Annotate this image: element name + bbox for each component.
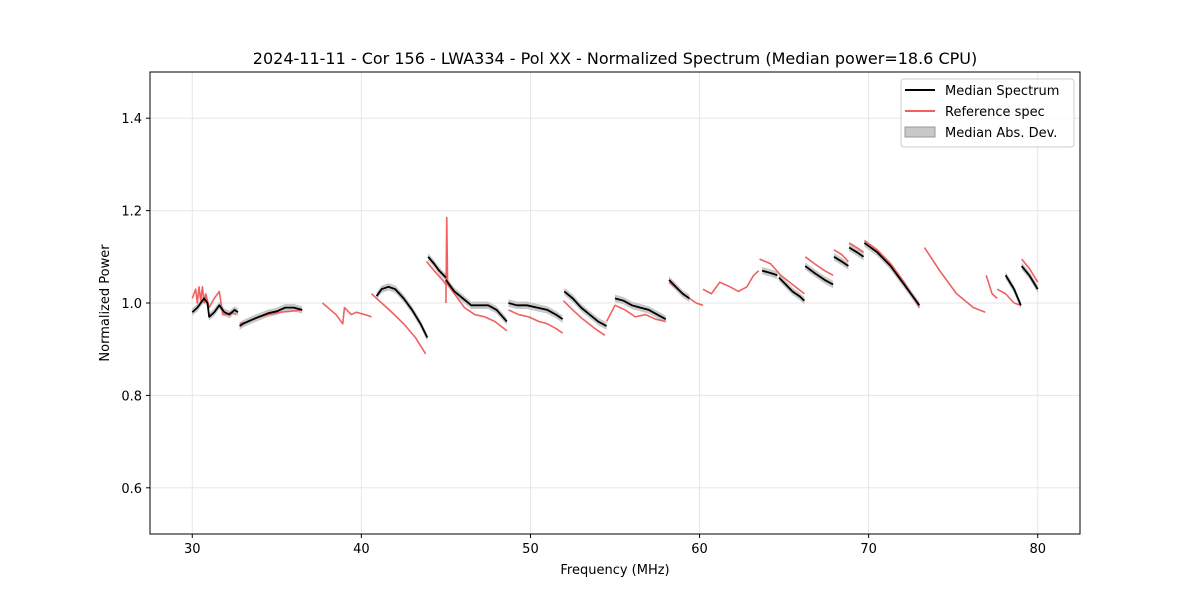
x-tick-label: 70 <box>860 542 877 557</box>
reference-spec-segment <box>370 293 427 355</box>
reference-spec-segment <box>985 275 998 299</box>
median-spectrum-segment <box>778 276 805 302</box>
reference-spec-segment <box>833 249 849 262</box>
median-spectrum-segment <box>614 297 667 320</box>
reference-spec-segment <box>848 242 865 253</box>
legend-reference-label: Reference spec <box>945 105 1045 120</box>
legend-median-label: Median Spectrum <box>945 84 1059 99</box>
chart-title: 2024-11-11 - Cor 156 - LWA334 - Pol XX -… <box>253 49 977 68</box>
median-spectrum-segment <box>804 265 834 286</box>
median-spectrum-layer <box>191 242 1039 339</box>
reference-spec-segment <box>425 260 447 285</box>
reference-spec-segment <box>562 300 606 337</box>
y-axis-label: Normalized Power <box>98 244 113 362</box>
y-tick-label: 0.6 <box>121 482 142 497</box>
legend-mad-swatch <box>904 126 936 138</box>
legend-box <box>900 78 1075 148</box>
x-tick-label: 30 <box>184 542 201 557</box>
mad-band-segment <box>615 294 666 323</box>
median-spectrum-segment <box>427 256 447 279</box>
median-spectrum-segment <box>375 285 429 339</box>
y-tick-label: 0.8 <box>121 389 142 404</box>
mad-band-segment <box>239 303 303 330</box>
mad-band-segment <box>779 273 805 305</box>
y-tick-label: 1.2 <box>121 205 142 220</box>
reference-spec-segment <box>446 284 508 332</box>
reference-spec-segment <box>508 309 564 334</box>
y-tick-label: 1.4 <box>121 112 142 127</box>
reference-spec-segment <box>321 302 372 325</box>
reference-spec-segment <box>702 270 760 295</box>
reference-spec-segment <box>1021 258 1039 283</box>
reference-spec-segment <box>996 288 1022 307</box>
reference-spec-segment <box>759 258 805 295</box>
x-tick-label: 40 <box>353 542 370 557</box>
median-spectrum-segment <box>761 269 778 277</box>
reference-spec-segment <box>445 216 449 304</box>
median-spectrum-segment <box>239 306 303 327</box>
median-spectrum-segment <box>445 279 508 323</box>
median-spectrum-segment <box>563 290 607 327</box>
median-spectrum-segment <box>191 297 239 318</box>
reference-spec-segment <box>923 247 986 313</box>
reference-spec-segment <box>605 304 666 323</box>
median-spectrum-segment <box>1004 274 1022 306</box>
median-spectrum-segment <box>863 242 921 306</box>
x-tick-label: 50 <box>522 542 539 557</box>
mad-band-segment <box>864 239 920 310</box>
legend-mad-label: Median Abs. Dev. <box>945 126 1057 141</box>
median-spectrum-segment <box>833 256 849 267</box>
reference-spec-segment <box>804 256 834 276</box>
x-tick-label: 80 <box>1029 542 1046 557</box>
reference-spec-segment <box>191 286 237 316</box>
x-axis-label: Frequency (MHz) <box>560 563 669 578</box>
median-spectrum-segment <box>508 302 564 320</box>
tick-layer: 30 40 50 60 70 80 0.6 0.8 1.0 1.2 1.4 <box>121 112 1046 557</box>
median-spectrum-segment <box>848 246 865 258</box>
median-spectrum-segment <box>668 279 690 300</box>
x-tick-label: 60 <box>691 542 708 557</box>
legend: Median Spectrum Reference spec Median Ab… <box>900 78 1075 148</box>
median-spectrum-segment <box>1020 265 1039 290</box>
y-tick-label: 1.0 <box>121 297 142 312</box>
